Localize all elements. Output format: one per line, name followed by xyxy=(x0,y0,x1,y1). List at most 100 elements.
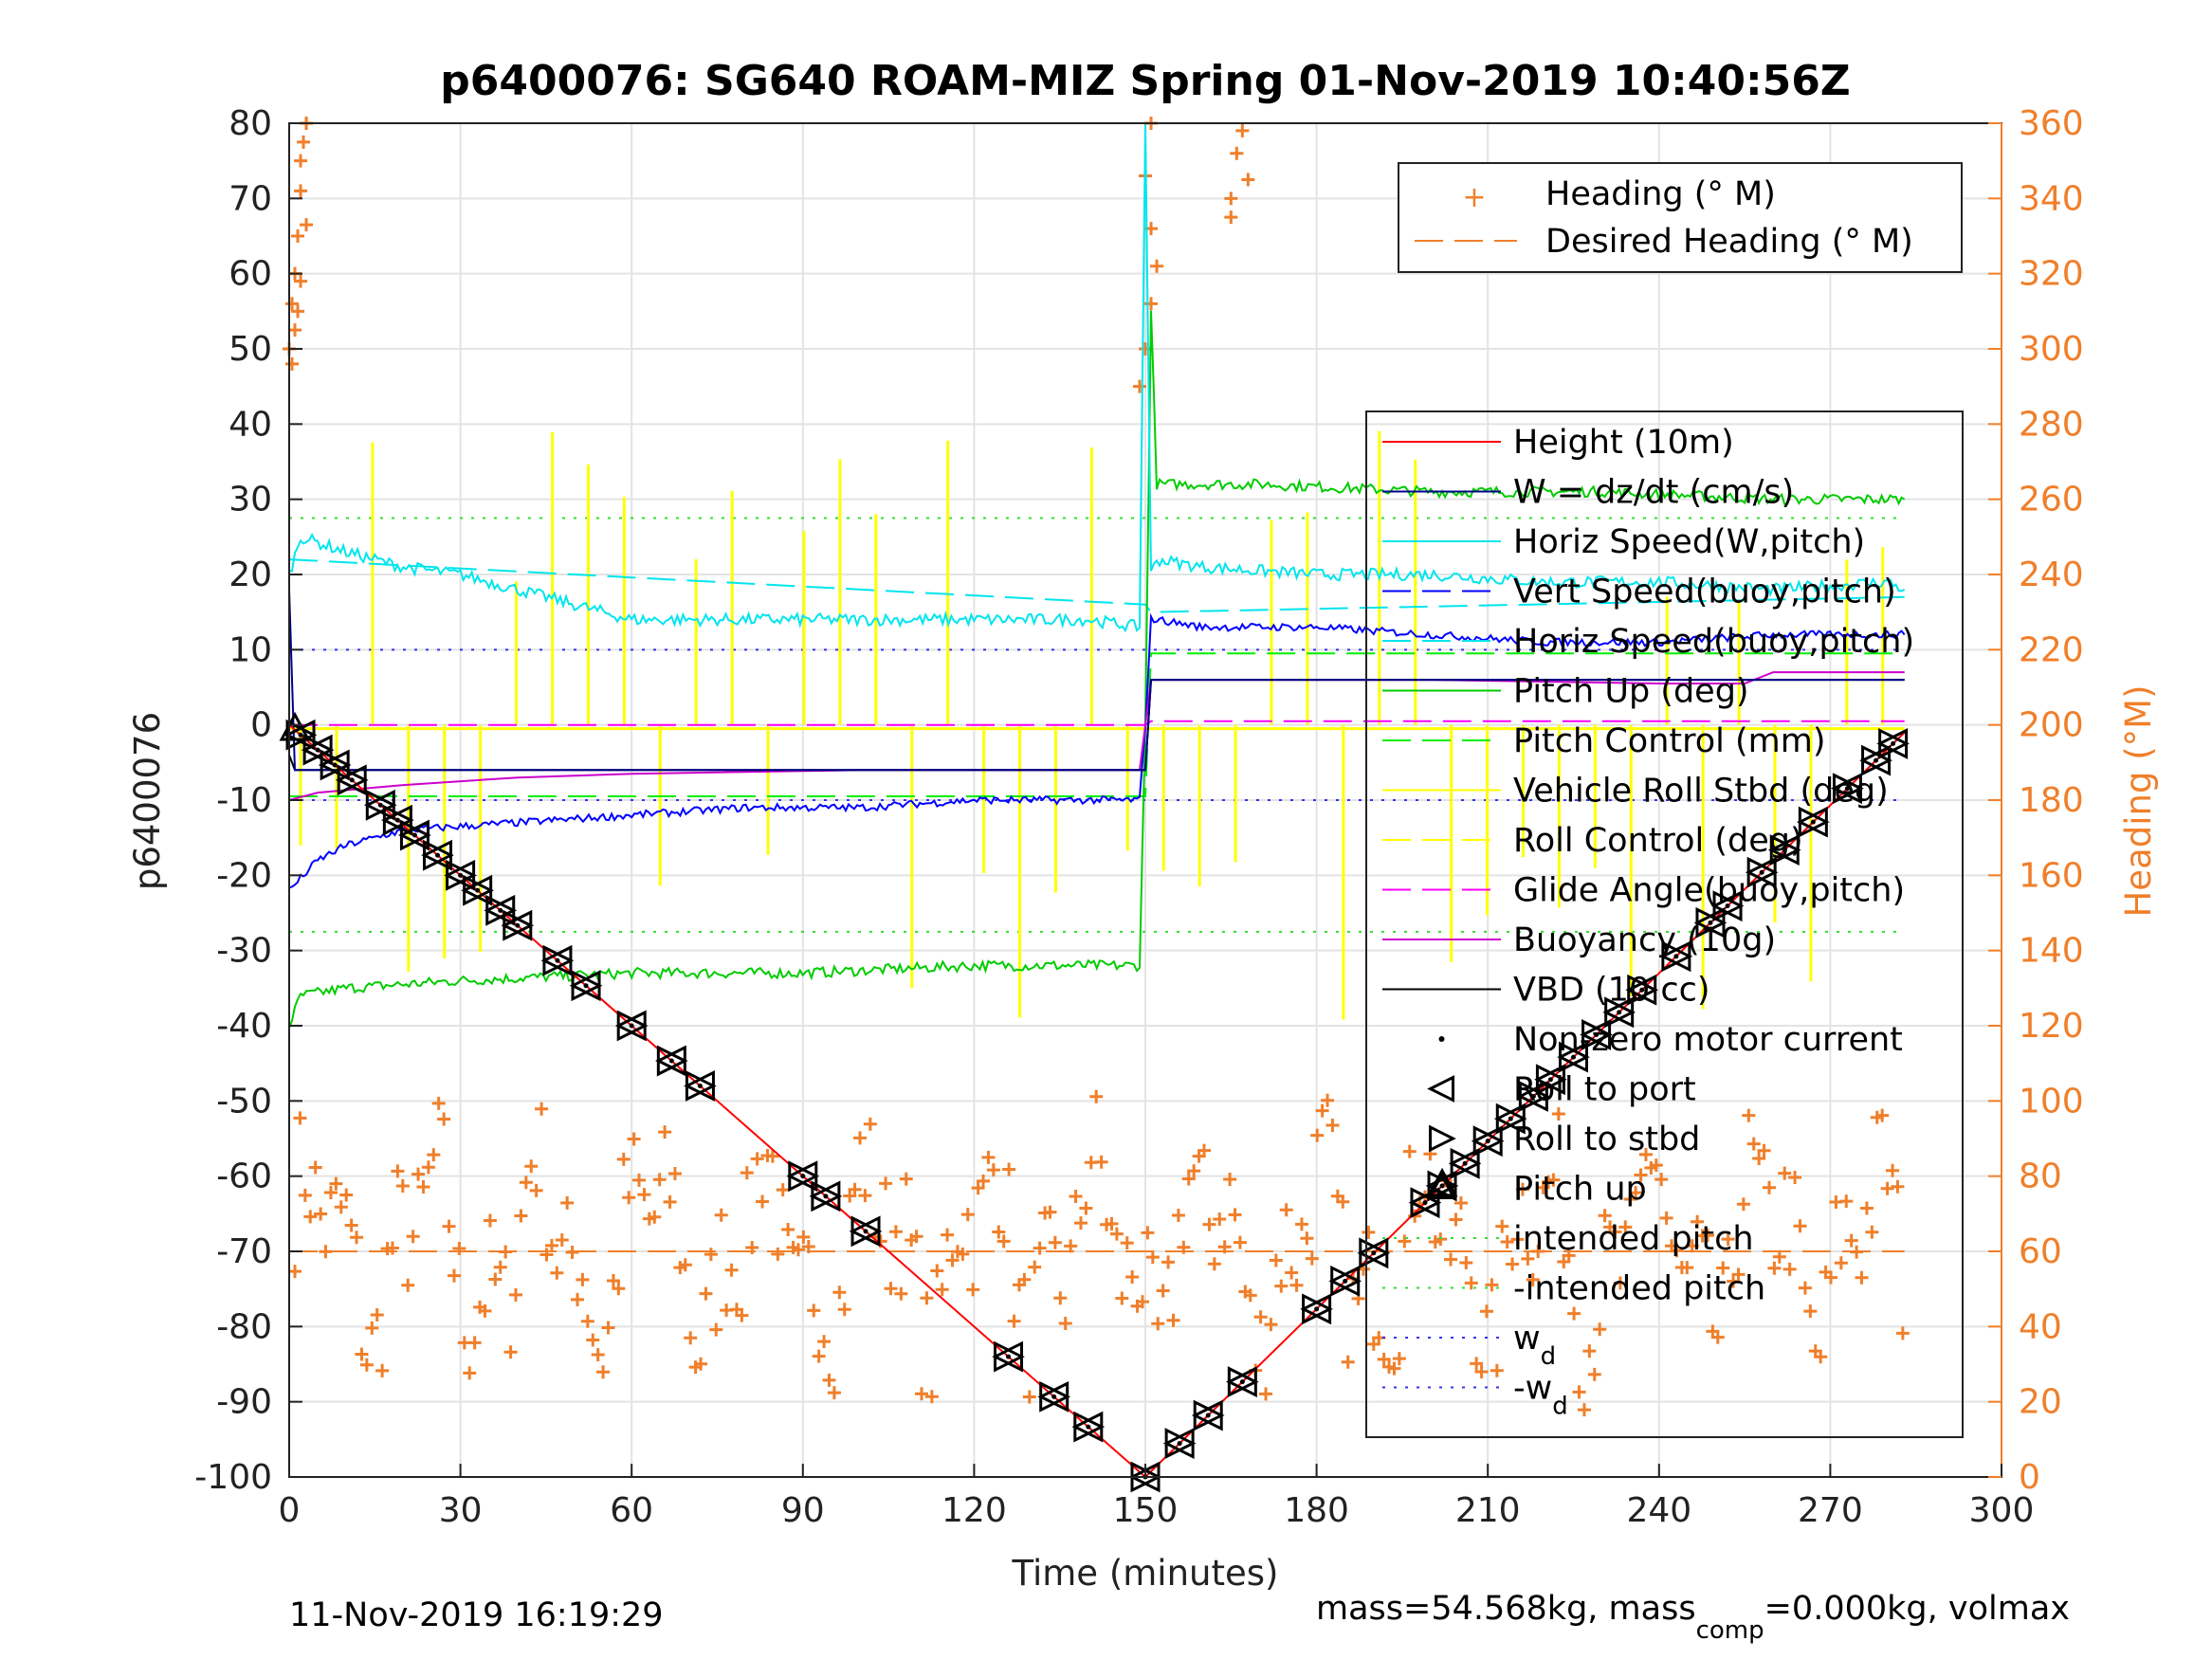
roll-stbd-marker xyxy=(850,1215,883,1248)
y-tick-label: -50 xyxy=(216,1082,272,1121)
heading-point xyxy=(888,1225,903,1239)
heading-point xyxy=(1767,1261,1782,1275)
heading-point xyxy=(303,1210,318,1224)
roll-stbd-marker xyxy=(685,1070,717,1102)
heading-point xyxy=(1079,1201,1093,1215)
main-legend-box xyxy=(1365,410,1964,1438)
heading-point xyxy=(1480,1304,1493,1319)
heading-point xyxy=(1521,1251,1535,1266)
heading-point xyxy=(1593,1322,1607,1337)
heading-point xyxy=(1834,1256,1848,1270)
heading-point xyxy=(884,1282,898,1296)
desired-heading-legend-label: Desired Heading (° M) xyxy=(1545,223,1913,261)
heading-point xyxy=(1089,1089,1104,1103)
roll-stbd-marker xyxy=(1330,1265,1362,1297)
heading-point xyxy=(1778,1166,1792,1180)
heading-point xyxy=(1289,1278,1304,1292)
roll-stbd-marker xyxy=(365,789,397,821)
y2-tick-label: 300 xyxy=(2019,330,2084,369)
y2-tick-label: 320 xyxy=(2019,255,2084,294)
heading-point xyxy=(1531,1245,1545,1259)
heading-point xyxy=(427,1148,441,1162)
motor-current-dot xyxy=(668,1058,674,1064)
heading-point xyxy=(1294,1217,1308,1231)
roll-stbd-marker xyxy=(1581,1019,1613,1050)
x-tick-label: 210 xyxy=(1455,1491,1521,1530)
legend-entry-label: Pitch Up (deg) xyxy=(1513,673,1749,711)
heading-point xyxy=(1762,1180,1776,1194)
legend-swatch-tri-left xyxy=(1427,1075,1454,1103)
heading-point xyxy=(288,323,302,337)
heading-point xyxy=(359,1358,374,1372)
motor-current-dot xyxy=(377,802,383,808)
heading-point xyxy=(1490,1363,1504,1377)
roll-stbd-marker xyxy=(542,944,575,976)
heading-point xyxy=(930,1264,944,1278)
legend-entry-text: w xyxy=(1513,1320,1541,1358)
legend-entry-label: Height (10m) xyxy=(1513,424,1734,462)
roll-stbd-marker xyxy=(320,749,352,781)
heading-point xyxy=(1177,1240,1191,1254)
heading-legend-box xyxy=(1398,162,1963,273)
heading-point xyxy=(781,1223,795,1237)
y2-tick-label: 0 xyxy=(2019,1458,2040,1497)
heading-point xyxy=(483,1213,497,1228)
heading-point xyxy=(1649,1158,1663,1173)
heading-point xyxy=(1233,1235,1247,1249)
heading-point xyxy=(1279,1203,1293,1217)
x-tick-label: 180 xyxy=(1284,1491,1349,1530)
heading-point xyxy=(1341,1355,1355,1369)
w-line xyxy=(288,589,1905,772)
heading-point xyxy=(1033,1241,1047,1255)
y-tick-label: 60 xyxy=(229,255,272,294)
y2-tick-label: 40 xyxy=(2019,1307,2062,1346)
heading-point xyxy=(1362,1225,1376,1239)
heading-point xyxy=(966,1283,980,1297)
heading-point xyxy=(1224,210,1238,225)
roll-stbd-marker xyxy=(1535,1064,1567,1096)
motor-current-dot xyxy=(1051,1394,1057,1399)
motor-current-dot xyxy=(1708,920,1713,925)
heading-point xyxy=(291,229,305,243)
heading-point xyxy=(971,1181,985,1195)
roll-stbd-marker xyxy=(302,734,335,766)
y-tick-label: 20 xyxy=(229,556,272,594)
heading-point xyxy=(1171,1208,1185,1222)
heading-point xyxy=(1073,1216,1088,1231)
legend-entry-label: -wd xyxy=(1513,1370,1568,1421)
roll-stbd-marker xyxy=(1746,856,1779,888)
y-tick-label: -30 xyxy=(216,932,272,971)
heading-point xyxy=(1803,1304,1818,1319)
heading-point xyxy=(478,1304,492,1318)
heading-point xyxy=(1321,1093,1335,1107)
footer-mass-sub: comp xyxy=(1696,1616,1764,1645)
heading-point xyxy=(924,1390,939,1404)
x-tick-label: 240 xyxy=(1626,1491,1691,1530)
legend-entry-label: intended pitch xyxy=(1513,1220,1754,1258)
axis-ticks xyxy=(288,122,2002,1478)
pitch-up-marker xyxy=(1426,1167,1458,1197)
heading-point xyxy=(1197,1143,1212,1158)
motor-current-dot xyxy=(1239,1379,1245,1385)
heading-point xyxy=(508,1287,522,1302)
motor-current-dot xyxy=(1485,1139,1490,1144)
pitch-line xyxy=(288,310,1906,1029)
heading-point xyxy=(1562,1249,1576,1263)
motor-current-dot xyxy=(863,1229,868,1234)
x-tick-labels: 0 30 60 90 120 150 180 210 240 270 300 xyxy=(279,1491,2035,1530)
heading-point xyxy=(765,1149,779,1163)
heading-point xyxy=(1464,1276,1478,1290)
heading-point xyxy=(1213,1212,1227,1227)
y2-tick-label: 180 xyxy=(2019,781,2084,820)
y-tick-labels: 80 70 60 50 40 30 20 10 0 -10 -20 -30 -40 -50 -60 -70 -8… xyxy=(194,104,272,1497)
heading-point xyxy=(1325,1119,1340,1133)
heading-point xyxy=(1470,1357,1484,1371)
heading-point xyxy=(580,1314,594,1328)
heading-point xyxy=(1377,1352,1391,1366)
heading-point xyxy=(1141,1226,1155,1240)
motor-current-dot xyxy=(1673,954,1679,959)
heading-point xyxy=(1895,1326,1910,1340)
heading-point xyxy=(791,1243,805,1257)
legend-entry-label: Vert Speed(buoy,pitch) xyxy=(1513,574,1896,611)
roll-stbd-marker xyxy=(1302,1293,1333,1325)
